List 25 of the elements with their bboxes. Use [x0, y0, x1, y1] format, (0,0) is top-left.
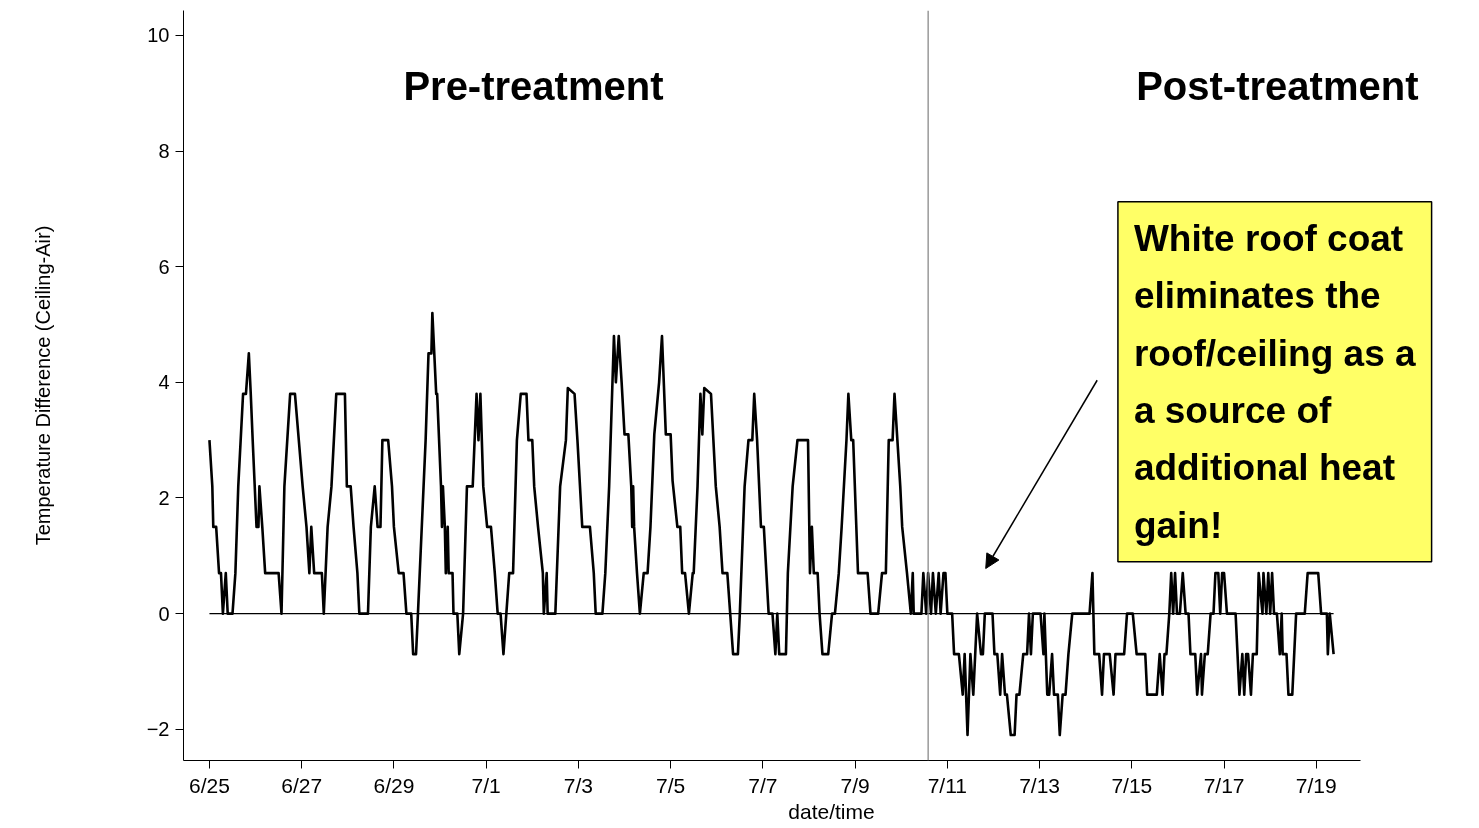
x-tick-label: 6/29: [373, 773, 415, 797]
x-tick-label: 7/5: [656, 773, 686, 797]
x-tick-label: 7/11: [927, 773, 968, 797]
y-tick-label: 10: [147, 24, 170, 47]
annotation: Post-treatment: [1136, 63, 1419, 108]
x-tick-label: 7/1: [471, 773, 501, 797]
x-tick-label: 7/13: [1019, 773, 1061, 797]
y-tick-label: 8: [158, 140, 170, 163]
y-tick-label: 0: [158, 602, 170, 625]
x-tick-label: 7/19: [1295, 773, 1337, 797]
x-tick-label: 6/25: [189, 773, 230, 797]
x-tick-label: 7/17: [1203, 773, 1245, 797]
annotation: Pre-treatment: [403, 63, 664, 108]
x-tick-label: 6/27: [281, 773, 323, 797]
x-tick-label: 7/9: [840, 773, 870, 797]
y-tick-label: 2: [158, 486, 170, 509]
x-tick-label: 7/7: [748, 773, 778, 797]
y-axis-title: Temperature Difference (Ceiling-Air): [31, 225, 54, 546]
y-tick-label: −2: [146, 718, 170, 741]
annotation: White roof coat eliminates the roof/ceiling as a a source of additional heat gain!: [1133, 217, 1417, 546]
y-tick-label: 6: [158, 255, 170, 278]
x-tick-label: 7/15: [1111, 773, 1153, 797]
y-tick-label: 4: [158, 371, 170, 394]
x-axis-title: date/time: [788, 799, 875, 823]
x-tick-label: 7/3: [563, 773, 593, 797]
